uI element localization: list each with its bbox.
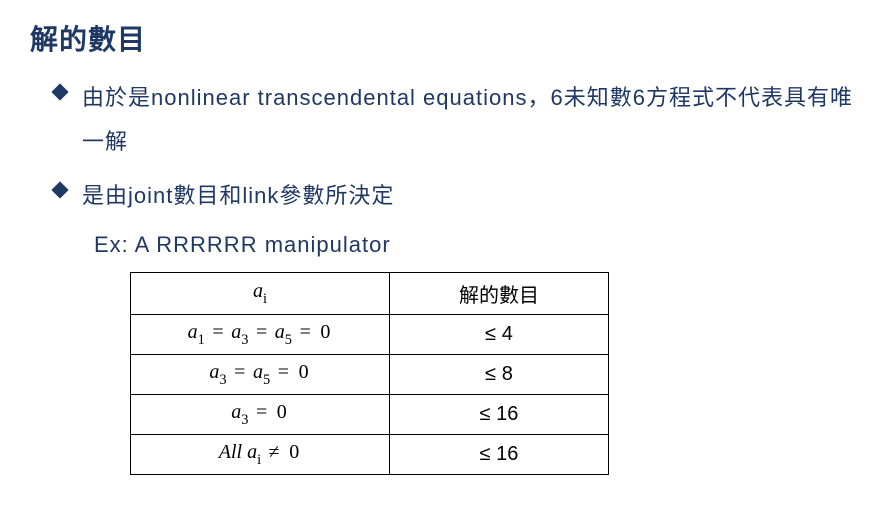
bullet-item: 由於是nonlinear transcendental equations，6未… (54, 76, 868, 164)
diamond-bullet-icon (52, 84, 69, 101)
bullet-item: 是由joint數目和link參數所決定 (54, 174, 868, 218)
cell-count: ≤ 16 (390, 435, 609, 475)
bullet-text: 由於是nonlinear transcendental equations，6未… (82, 76, 868, 164)
table-row: a3 = 0 ≤ 16 (131, 395, 609, 435)
cell-count: ≤ 4 (390, 315, 609, 355)
table-header-n: 解的數目 (390, 273, 609, 315)
cell-count: ≤ 16 (390, 395, 609, 435)
slide-page: 解的數目 由於是nonlinear transcendental equatio… (0, 0, 888, 485)
cell-condition: All ai ≠ 0 (131, 435, 390, 475)
table-row: a3 = a5 = 0 ≤ 8 (131, 355, 609, 395)
table-row: All ai ≠ 0 ≤ 16 (131, 435, 609, 475)
table-row: a1 = a3 = a5 = 0 ≤ 4 (131, 315, 609, 355)
example-label: Ex: A RRRRRR manipulator (94, 232, 868, 258)
page-title: 解的數目 (30, 18, 868, 58)
cell-condition: a3 = 0 (131, 395, 390, 435)
table-header-a: ai (131, 273, 390, 315)
solutions-table: ai 解的數目 a1 = a3 = a5 = 0 ≤ 4 a3 = a5 = 0 (130, 272, 609, 475)
cell-condition: a3 = a5 = 0 (131, 355, 390, 395)
cell-count: ≤ 8 (390, 355, 609, 395)
table-header-row: ai 解的數目 (131, 273, 609, 315)
bullet-text: 是由joint數目和link參數所決定 (82, 174, 394, 218)
diamond-bullet-icon (52, 182, 69, 199)
cell-condition: a1 = a3 = a5 = 0 (131, 315, 390, 355)
